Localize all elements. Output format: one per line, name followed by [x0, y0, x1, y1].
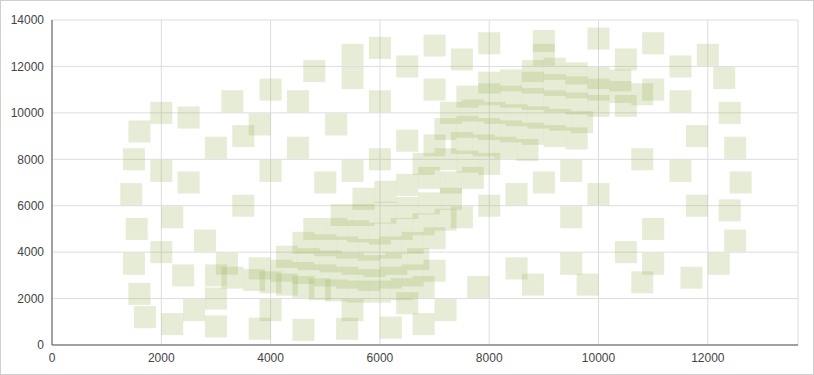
svg-text:4000: 4000: [17, 245, 44, 259]
svg-text:6000: 6000: [17, 199, 44, 213]
svg-text:2000: 2000: [17, 292, 44, 306]
svg-text:14000: 14000: [11, 13, 45, 27]
svg-text:4000: 4000: [257, 351, 284, 365]
svg-text:8000: 8000: [17, 153, 44, 167]
svg-text:6000: 6000: [367, 351, 394, 365]
svg-text:12000: 12000: [11, 60, 45, 74]
svg-text:0: 0: [49, 351, 56, 365]
svg-text:8000: 8000: [476, 351, 503, 365]
svg-text:10000: 10000: [582, 351, 616, 365]
svg-text:10000: 10000: [11, 106, 45, 120]
svg-text:12000: 12000: [691, 351, 725, 365]
svg-text:0: 0: [37, 338, 44, 352]
svg-text:2000: 2000: [148, 351, 175, 365]
